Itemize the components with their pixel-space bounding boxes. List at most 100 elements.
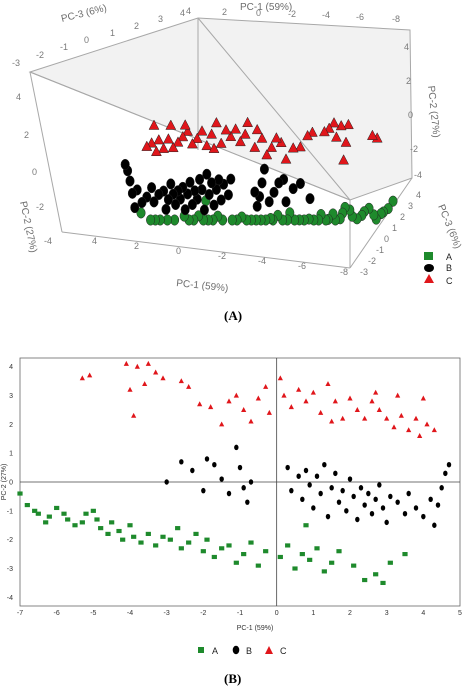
legend-marker-triangle — [265, 646, 273, 654]
point-a — [167, 537, 173, 542]
point-c — [318, 409, 324, 415]
tick-label: 3 — [158, 14, 163, 24]
tick-label: -6 — [298, 261, 306, 271]
panel-a-legend: A B C — [424, 252, 453, 286]
tick-label: -4 — [258, 256, 266, 266]
point3d-b — [216, 194, 226, 206]
point-a — [277, 554, 283, 560]
tick-label: -4 — [414, 170, 422, 180]
point-b — [373, 496, 378, 503]
x-tick-label: 3 — [385, 610, 389, 617]
point-a — [373, 572, 379, 577]
point-a — [83, 511, 89, 516]
y-tick-label: -4 — [7, 595, 13, 602]
point-b — [201, 487, 206, 494]
tick-label: 0 — [384, 234, 389, 244]
legend-item-a: A — [424, 252, 452, 262]
point3d-b — [166, 178, 176, 190]
point-a — [79, 520, 85, 525]
panel-b-legend: A B C — [198, 645, 287, 656]
point3d-c — [177, 130, 189, 142]
point-b — [237, 464, 243, 471]
point-b — [307, 482, 312, 488]
point-b — [311, 505, 316, 511]
point-c — [303, 398, 309, 404]
point3d-b — [207, 177, 217, 189]
point-a — [321, 569, 327, 574]
point-a — [226, 543, 232, 548]
legend-label: A — [212, 646, 218, 656]
point3d-b — [202, 168, 212, 180]
point-c — [398, 412, 404, 418]
point3d-b — [187, 199, 197, 211]
point-c — [226, 398, 232, 404]
point3d-c — [366, 129, 378, 140]
tick-label: 2 — [406, 76, 411, 86]
tick-label: -2 — [288, 9, 296, 19]
pc3-right-ticks: 4 3 2 1 0 -1 -2 -3 — [360, 190, 421, 277]
point-b — [300, 496, 305, 503]
point-a — [351, 563, 357, 568]
point-b — [395, 499, 400, 505]
point-a — [362, 577, 368, 583]
point-b — [322, 461, 327, 468]
x-tick-label: -3 — [164, 610, 170, 617]
tick-label: -8 — [392, 14, 400, 24]
point-c — [79, 375, 85, 381]
tick-label: -4 — [322, 10, 330, 20]
point-b — [285, 464, 290, 471]
legend-label: B — [446, 263, 452, 273]
point3d-b — [257, 177, 267, 189]
point-c — [281, 392, 287, 398]
x-tick-label: -1 — [237, 610, 243, 617]
point-b — [377, 482, 382, 488]
point-a — [178, 546, 184, 551]
point-b — [428, 496, 433, 503]
point3d-b — [295, 177, 305, 189]
panel-a-box — [28, 17, 413, 269]
tick-label: 4 — [416, 190, 421, 200]
tick-label: -1 — [376, 245, 384, 255]
point3d-c — [206, 128, 218, 139]
point-c — [424, 421, 430, 427]
point-a — [131, 534, 137, 539]
point-c — [296, 386, 302, 392]
point3d-c — [210, 116, 222, 128]
point3d-b — [171, 199, 181, 211]
point3d-c — [342, 118, 354, 130]
point-c — [277, 375, 283, 381]
tick-label: 0 — [32, 167, 37, 177]
point-a — [61, 511, 67, 516]
point3d-b — [209, 199, 219, 211]
pc3-top-axis-label: PC-3 (6%) — [60, 3, 108, 25]
point-c — [417, 433, 423, 438]
point-b — [340, 487, 345, 494]
point-c — [208, 404, 214, 410]
point-c — [241, 407, 247, 412]
point3d-a — [227, 214, 237, 226]
y-tick-label: 3 — [9, 393, 13, 400]
point-b — [347, 476, 353, 482]
point3d-b — [199, 204, 209, 216]
tick-label: 1 — [110, 28, 115, 38]
point3d-c — [162, 133, 174, 144]
point3d-b — [264, 196, 274, 208]
point-a — [35, 511, 41, 516]
point-a — [211, 554, 217, 560]
point-c — [332, 398, 338, 404]
point-b — [329, 485, 334, 491]
point3d-b — [137, 196, 147, 208]
point-a — [65, 517, 71, 522]
point3d-c — [251, 123, 263, 135]
point-a — [233, 560, 239, 565]
point-b — [351, 493, 356, 500]
x-tick-label: 2 — [348, 610, 352, 617]
point-b — [212, 461, 217, 468]
point-b — [289, 487, 294, 494]
point3d-c — [318, 125, 330, 137]
point3d-c — [280, 153, 292, 164]
point3d-c — [215, 137, 227, 148]
point-c — [134, 363, 140, 369]
y-tick-label: -2 — [7, 537, 13, 544]
point3d-c — [256, 132, 268, 143]
